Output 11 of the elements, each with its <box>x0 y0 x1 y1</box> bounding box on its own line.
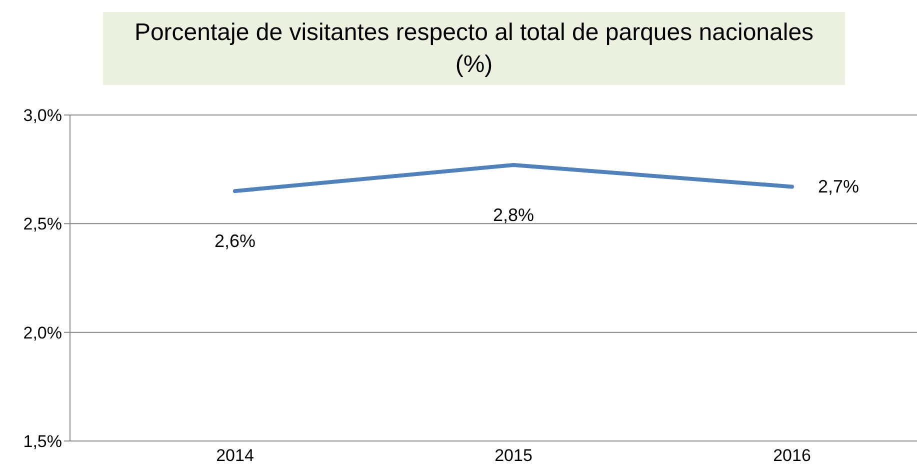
x-tick-label: 2015 <box>494 446 532 466</box>
y-tick-label: 2,5% <box>23 214 62 234</box>
data-label: 2,8% <box>492 204 534 225</box>
data-label: 2,6% <box>214 231 256 252</box>
y-tick-label: 3,0% <box>23 106 62 126</box>
chart-title: Porcentaje de visitantes respecto al total de parques nacionales (%) <box>103 12 845 85</box>
data-label: 2,7% <box>818 176 860 197</box>
y-tick-label: 1,5% <box>23 432 62 452</box>
x-tick-label: 2016 <box>773 446 811 466</box>
x-tick-label: 2014 <box>216 446 254 466</box>
y-tick-label: 2,0% <box>23 323 62 342</box>
